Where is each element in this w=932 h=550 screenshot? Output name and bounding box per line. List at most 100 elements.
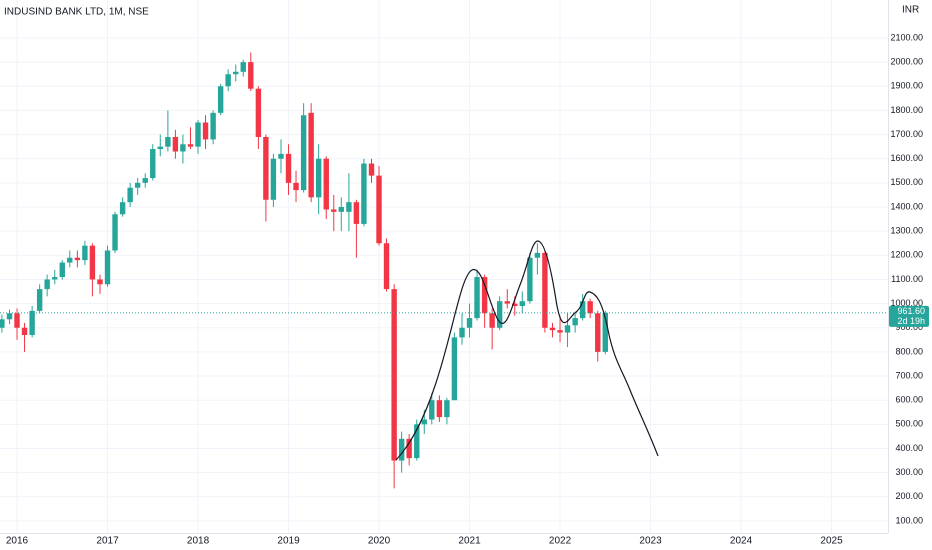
candle-body [278,153,284,159]
candle-body [112,214,118,251]
candle-body [315,158,322,198]
axes: 100.00 200.00 300.00 400.00 500.00 600.00 700.… [6,32,929,547]
candle-body [527,257,533,302]
last-price-tag [889,305,929,327]
candle-body [496,301,503,328]
candle-body [300,115,307,191]
y-tick-label: 2100.00 [890,32,923,42]
candle-body [338,207,344,212]
candle-body [519,301,525,307]
y-tick-label: 1500.00 [890,177,923,187]
y-tick-label: 600.00 [895,395,923,405]
y-tick-label: 1900.00 [890,81,923,91]
x-tick-label: 2024 [730,536,753,547]
y-tick-label: 900.00 [895,322,923,332]
candle-body [534,252,541,258]
candle-body [406,438,412,459]
candle-body [97,279,103,285]
y-tick-label: 1300.00 [890,226,923,236]
candle-body [542,252,548,328]
y-tick-label: 400.00 [895,443,923,453]
y-tick-label: 300.00 [895,467,923,477]
grid [0,0,888,533]
candle-body [444,400,450,418]
y-tick-label: 100.00 [895,515,923,525]
candle-body [119,202,126,215]
candle-body [225,74,231,87]
candle-body [82,245,88,261]
candle-body [150,149,156,179]
candle-body [504,301,510,304]
candle-body [36,289,43,311]
candle-body [210,112,216,140]
candle-body [398,438,405,461]
candle-body [233,71,239,75]
drawn-pattern-curve [395,240,659,461]
y-tick-label: 1700.00 [890,129,923,139]
candle-body [263,136,269,200]
candle-body [572,318,578,326]
candle-body [195,122,201,147]
y-tick-label: 700.00 [895,370,923,380]
candle-body [481,277,488,314]
candle-body [436,400,443,418]
candle-body [293,182,299,191]
y-tick-label: 200.00 [895,491,923,501]
candle-body [0,319,5,328]
candle-body [89,245,96,280]
candle-body [217,86,224,113]
x-tick-label: 2023 [639,536,662,547]
candle-body [74,257,81,261]
candle-body [59,262,65,278]
candle-body [512,303,518,307]
candle-body [308,112,314,198]
x-tick-label: 2021 [458,536,481,547]
candle-body [67,257,73,263]
candle-body [421,419,427,425]
candle-body [255,88,262,137]
candle-body [331,209,337,212]
candle-body [21,327,28,335]
x-tick-label: 2020 [368,536,391,547]
candle-body [142,178,148,183]
candle-body [52,277,58,280]
y-tick-label: 500.00 [895,419,923,429]
candle-body [14,313,20,328]
x-tick-label: 2018 [187,536,210,547]
candle-body [240,62,246,72]
x-tick-label: 2019 [277,536,300,547]
x-tick-label: 2016 [6,536,29,547]
last-price-label: 961.60 [897,306,925,316]
currency: INR [902,5,919,16]
candle-body [429,400,435,420]
candle-body [489,313,495,328]
chart-title: INDUSIND BANK LTD, 1M, NSE [4,7,149,18]
candle-body [459,327,465,338]
candle-body [602,312,608,352]
y-tick-label: 1600.00 [890,153,923,163]
y-tick-label: 2000.00 [890,57,923,67]
candle-body [361,163,367,224]
x-tick-label: 2022 [549,536,572,547]
y-tick-label: 1000.00 [890,298,923,308]
candle-body [127,187,133,203]
candle-body [564,325,571,333]
candle-body [376,175,382,244]
y-tick-label: 1400.00 [890,201,923,211]
candle-body [368,163,375,176]
candle-body [104,250,111,285]
candle-body [383,243,390,290]
candle-body [414,424,420,459]
candle-body [157,146,163,150]
candle-body [202,122,209,140]
candle-body [595,313,601,352]
candle-body [134,182,141,188]
candle-body [172,136,179,152]
candle-body [451,337,458,401]
candle-body [579,301,586,319]
candle-body [285,153,292,183]
y-tick-label: 800.00 [895,346,923,356]
candle-body [587,301,593,314]
candle-body [391,289,397,461]
